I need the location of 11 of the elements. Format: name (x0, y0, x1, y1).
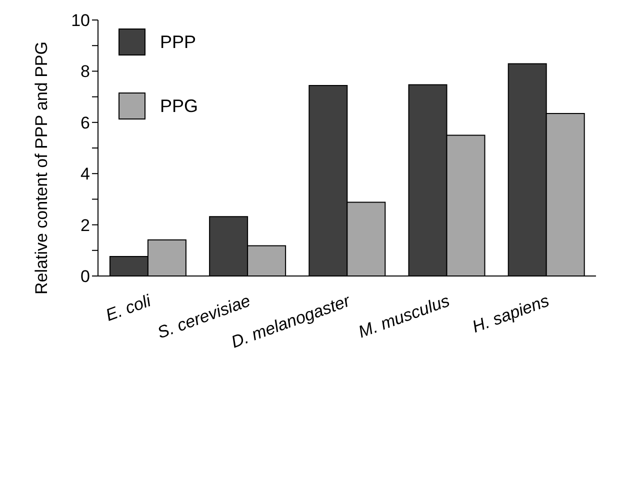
y-tick-label: 4 (80, 164, 90, 184)
legend-label: PPP (160, 32, 196, 52)
y-tick-label: 0 (80, 267, 90, 286)
y-axis-title: Relative content of PPP and PPG (32, 42, 52, 294)
y-tick-label: 6 (80, 113, 90, 132)
legend-label: PPG (160, 96, 198, 116)
x-tick-label: E. coli (103, 290, 154, 325)
x-tick-label: H. sapiens (470, 291, 552, 337)
y-tick-label: 10 (71, 11, 90, 30)
y-tick-label: 8 (80, 62, 90, 82)
y-tick-label: 2 (80, 216, 90, 235)
